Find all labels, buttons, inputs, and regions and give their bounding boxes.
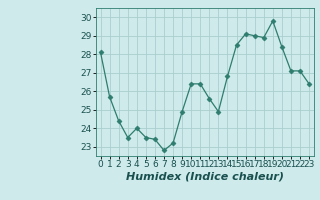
X-axis label: Humidex (Indice chaleur): Humidex (Indice chaleur) xyxy=(126,172,284,182)
